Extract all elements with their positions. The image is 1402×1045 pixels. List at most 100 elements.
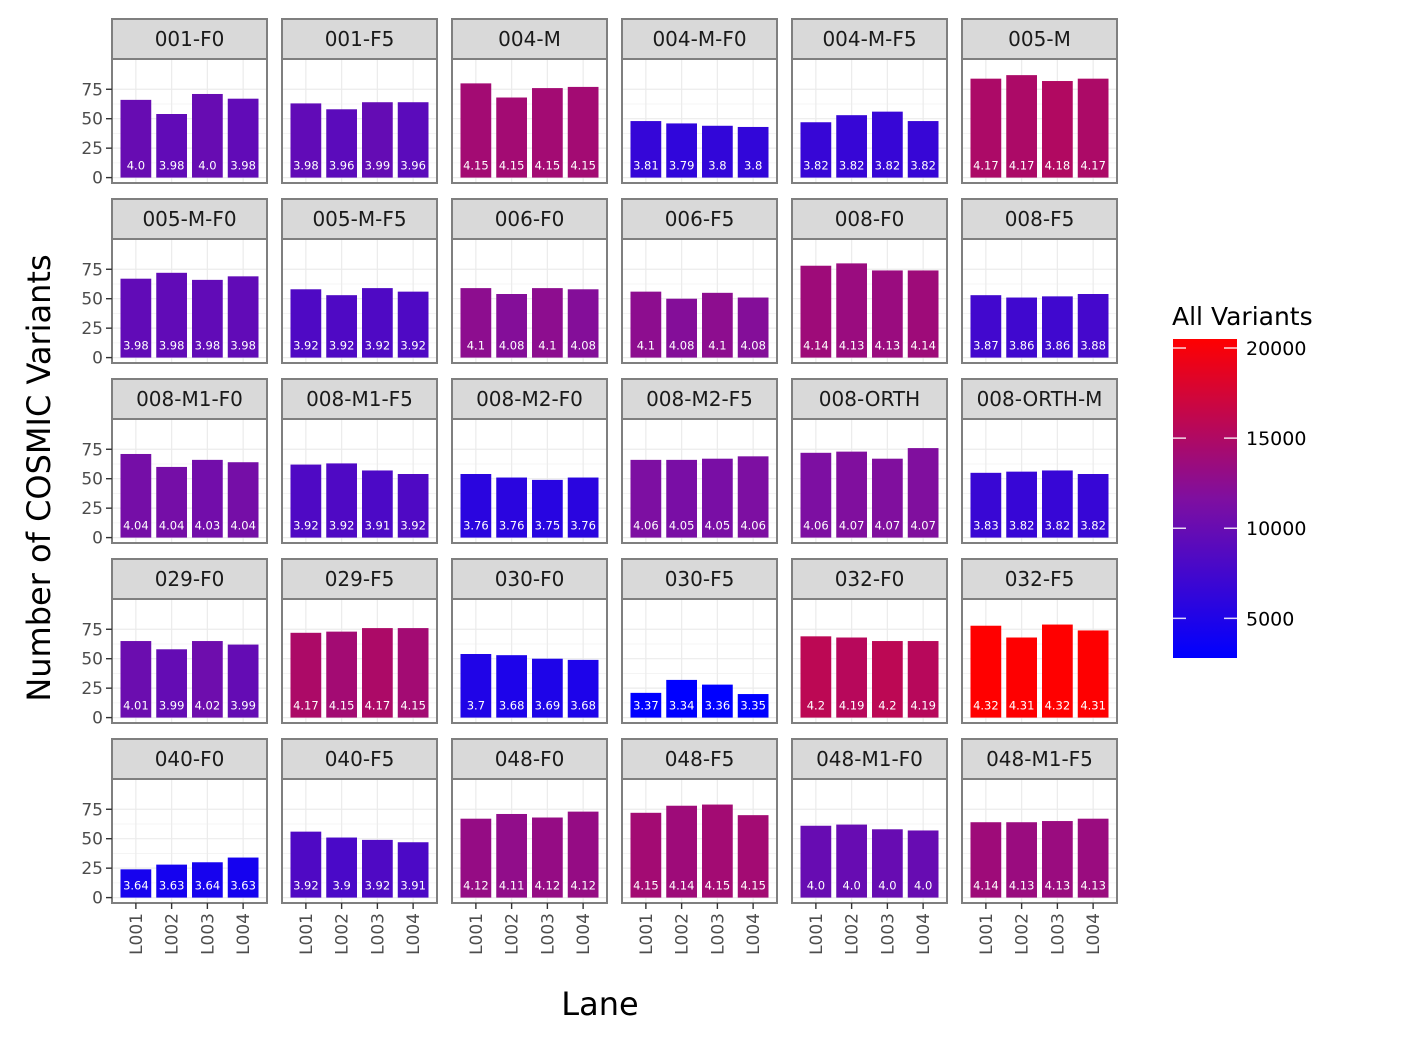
bar bbox=[737, 456, 769, 538]
bar-label: 4.12 bbox=[570, 879, 596, 893]
bar-label: 4.15 bbox=[633, 879, 659, 893]
x-tick-label: L002 bbox=[333, 913, 353, 955]
bar bbox=[1077, 630, 1109, 718]
bar-label: 4.1 bbox=[538, 339, 556, 353]
bar bbox=[290, 289, 322, 358]
legend-tick-label: 20000 bbox=[1246, 338, 1306, 360]
bar-label: 3.68 bbox=[570, 699, 596, 713]
facet-005-M-F5: 005-M-F5 3.92 3.92 3.92 3.92 bbox=[281, 198, 438, 364]
bar-label: 4.08 bbox=[740, 339, 766, 353]
panel-border bbox=[961, 598, 1118, 724]
bar bbox=[630, 812, 662, 898]
facet-029-F0: 029-F0 4.01 3.99 4.02 3.99 0 25 50 75 bbox=[81, 558, 268, 729]
facet-strip bbox=[111, 18, 268, 60]
panel-border bbox=[961, 778, 1118, 904]
facet-001-F5: 001-F5 3.98 3.96 3.99 3.96 bbox=[281, 18, 438, 184]
bar bbox=[970, 822, 1002, 898]
bar bbox=[836, 451, 867, 538]
bar bbox=[970, 295, 1002, 358]
y-tick-label: 50 bbox=[81, 470, 103, 490]
bar-label: 4.17 bbox=[1009, 159, 1035, 173]
bar bbox=[836, 824, 867, 898]
x-tick-label: L001 bbox=[297, 913, 317, 955]
panel-border bbox=[791, 418, 948, 544]
bar bbox=[1077, 474, 1109, 538]
bar-label: 4.06 bbox=[803, 519, 829, 533]
facet-title: 030-F0 bbox=[495, 567, 565, 591]
bar bbox=[326, 109, 357, 178]
panel-border bbox=[621, 778, 778, 904]
facet-strip bbox=[791, 198, 948, 240]
legend-ticks: 5000 10000 15000 20000 bbox=[1173, 338, 1306, 630]
bar-label: 3.64 bbox=[195, 879, 221, 893]
x-tick-label: L003 bbox=[538, 913, 558, 955]
bar-label: 4.11 bbox=[499, 879, 525, 893]
bar-label: 4.31 bbox=[1080, 699, 1106, 713]
bar-label: 4.31 bbox=[1009, 699, 1035, 713]
bar-label: 3.76 bbox=[499, 519, 525, 533]
facet-strip bbox=[451, 378, 608, 420]
facet-title: 008-M1-F0 bbox=[136, 387, 243, 411]
facet-title: 005-M bbox=[1008, 27, 1071, 51]
bar-label: 3.83 bbox=[973, 519, 999, 533]
panel-border bbox=[451, 238, 608, 364]
bar bbox=[872, 111, 903, 178]
bar bbox=[156, 272, 187, 358]
bar-label: 3.7 bbox=[467, 699, 485, 713]
bar-label: 3.76 bbox=[570, 519, 596, 533]
bar-label: 3.92 bbox=[293, 339, 319, 353]
bar bbox=[872, 641, 903, 718]
y-tick-label: 50 bbox=[81, 110, 103, 130]
bar-label: 4.1 bbox=[708, 339, 726, 353]
bar bbox=[567, 477, 599, 538]
bar-label: 4.06 bbox=[633, 519, 659, 533]
bar bbox=[227, 276, 259, 358]
bar bbox=[460, 654, 492, 718]
panel-border bbox=[621, 418, 778, 544]
bar bbox=[666, 679, 697, 718]
bar bbox=[702, 804, 733, 898]
x-tick-label: L004 bbox=[404, 913, 424, 955]
x-tick-label: L004 bbox=[574, 913, 594, 955]
bar-label: 3.92 bbox=[400, 339, 426, 353]
panel-border bbox=[451, 418, 608, 544]
bar-label: 3.81 bbox=[633, 159, 659, 173]
bar bbox=[326, 631, 357, 718]
bar bbox=[192, 279, 223, 358]
bar bbox=[326, 837, 357, 898]
bar bbox=[362, 628, 393, 718]
bar-label: 3.99 bbox=[230, 699, 256, 713]
facet-strip bbox=[281, 18, 438, 60]
bar-label: 4.1 bbox=[467, 339, 485, 353]
bar-label: 3.82 bbox=[875, 159, 901, 173]
bar-label: 3.87 bbox=[973, 339, 999, 353]
bar-label: 3.36 bbox=[705, 699, 731, 713]
facet-strip bbox=[451, 738, 608, 780]
bar bbox=[120, 99, 152, 178]
color-legend: All Variants 5000 10000 15000 20000 bbox=[1172, 302, 1313, 658]
facet-006-F5: 006-F5 4.1 4.08 4.1 4.08 bbox=[621, 198, 778, 364]
bar-label: 4.17 bbox=[973, 159, 999, 173]
bar bbox=[496, 97, 527, 178]
bar-label: 3.92 bbox=[365, 339, 391, 353]
bar bbox=[1077, 294, 1109, 358]
bar-label: 4.17 bbox=[365, 699, 391, 713]
bar bbox=[907, 448, 939, 538]
bar bbox=[836, 115, 867, 178]
bar-label: 3.92 bbox=[329, 339, 355, 353]
bar bbox=[290, 632, 322, 718]
bar-label: 4.13 bbox=[875, 339, 901, 353]
panel-border bbox=[111, 58, 268, 184]
bar bbox=[737, 126, 769, 178]
bar-label: 3.98 bbox=[123, 339, 149, 353]
panel-border bbox=[111, 598, 268, 724]
bar-label: 3.98 bbox=[230, 339, 256, 353]
bar bbox=[567, 86, 599, 178]
bar bbox=[290, 831, 322, 898]
bar-label: 4.15 bbox=[740, 879, 766, 893]
x-tick-label: L002 bbox=[673, 913, 693, 955]
facet-008-M1-F0: 008-M1-F0 4.04 4.04 4.03 4.04 0 25 50 75 bbox=[81, 378, 268, 549]
x-tick-label: L002 bbox=[163, 913, 183, 955]
facet-title: 040-F0 bbox=[155, 747, 225, 771]
bar-label: 3.35 bbox=[740, 699, 766, 713]
